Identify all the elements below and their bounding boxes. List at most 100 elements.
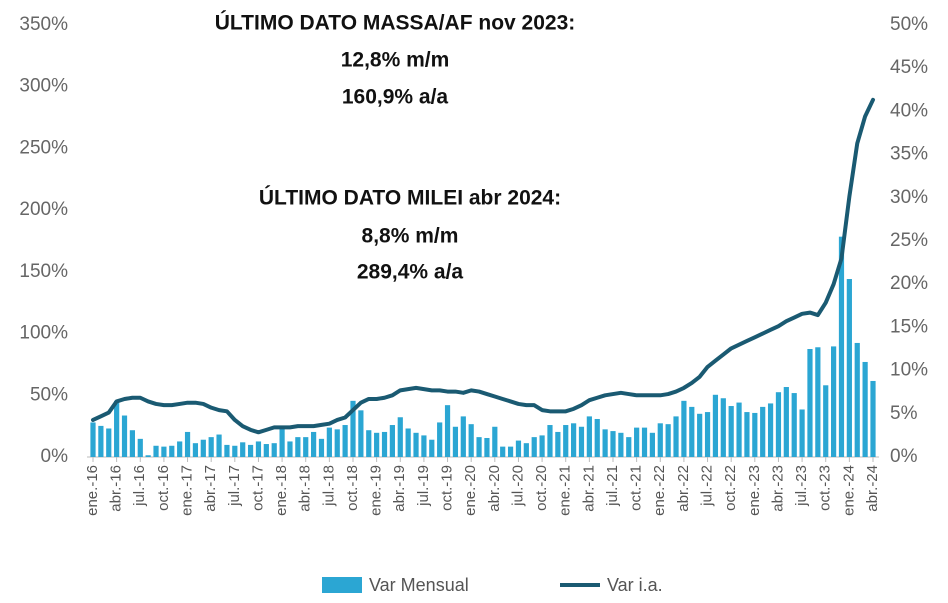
annotation: 8,8% m/m [362,225,459,248]
x-tick-label: oct.-18 [344,465,361,511]
bar [460,416,466,457]
y2-tick-label: 25% [890,230,928,251]
x-tick-label: abr.-23 [769,465,786,512]
bar [397,417,403,457]
bar [263,444,269,457]
annotation: 12,8% m/m [341,49,450,72]
x-tick-label: ene.-19 [368,465,385,516]
bar [374,432,380,457]
bar [523,443,529,457]
bar [129,430,135,457]
bar [586,416,592,457]
bar [161,446,167,457]
bar [381,431,388,457]
bar [184,431,191,457]
annotation: ÚLTIMO DATO MILEI abr 2024: [259,186,561,210]
x-tick-label: ene.-21 [557,465,574,516]
bar [547,425,553,457]
bar [704,412,711,457]
bar [200,439,206,457]
bar [752,412,758,457]
bar [681,400,687,457]
bar [444,405,451,457]
y2-tick-label: 20% [890,273,928,294]
bar [791,393,797,457]
bar [634,427,640,457]
bar [192,443,199,457]
bar [602,429,608,457]
bar [247,444,254,457]
bar [720,398,726,457]
bar [854,342,860,457]
y2-tick-label: 35% [890,144,928,165]
x-tick-label: jul.-16 [131,465,148,507]
y2-tick-label: 45% [890,57,928,78]
bar [137,438,143,457]
x-tick-label: abr.-19 [391,465,408,512]
bar [673,416,679,457]
bar [775,392,782,457]
bar [114,400,120,457]
x-tick-label: abr.-17 [202,465,219,512]
bar [279,426,285,457]
y-tick-label: 300% [19,76,68,97]
bar [240,442,246,457]
bar [271,443,277,457]
bar [232,445,238,457]
x-tick-label: abr.-21 [580,465,597,512]
bar [831,346,837,457]
x-tick-label: oct.-19 [439,465,456,511]
legend-swatch [322,577,362,593]
bar [823,385,829,457]
bar [326,427,332,457]
bar [405,428,411,457]
y-tick-label: 250% [19,137,68,158]
bar [807,349,813,457]
bar [389,425,395,457]
y2-tick-label: 50% [890,14,928,35]
bar [838,236,845,457]
bar [531,437,537,457]
bar [342,425,348,457]
x-tick-label: ene.-17 [179,465,196,516]
y-tick-label: 200% [19,199,68,220]
bar [358,410,364,457]
bar [145,455,151,457]
x-tick-label: oct.-20 [533,465,550,511]
bar [665,424,671,457]
bar [760,406,766,457]
bar [366,430,372,457]
bar [106,428,112,457]
x-tick-label: abr.-16 [108,465,125,512]
bar [539,435,545,457]
bar [177,441,183,457]
x-tick-label: ene.-16 [84,465,101,516]
bar [224,444,230,457]
annotation: 289,4% a/a [357,261,464,284]
x-tick-label: jul.-23 [793,465,810,507]
y2-tick-label: 30% [890,187,928,208]
x-tick-label: oct.-22 [722,465,739,511]
y2-tick-label: 0% [890,446,918,467]
x-tick-label: oct.-16 [155,465,172,511]
bar [121,415,128,457]
bar [783,387,789,457]
legend-label: Var Mensual [369,575,469,595]
bar [413,432,419,457]
bar [689,406,695,457]
bar [736,402,742,457]
x-tick-label: jul.-19 [415,465,432,507]
bar [641,427,648,457]
bar [594,418,600,457]
bar [484,437,490,457]
bar [862,361,868,457]
bar [452,426,459,457]
legend-item: Var Mensual [322,575,469,595]
x-tick-label: jul.-18 [320,465,337,507]
y2-tick-label: 10% [890,360,928,381]
bar [799,409,805,457]
bar [657,423,663,457]
x-tick-label: jul.-20 [509,465,526,507]
bar [295,437,301,457]
